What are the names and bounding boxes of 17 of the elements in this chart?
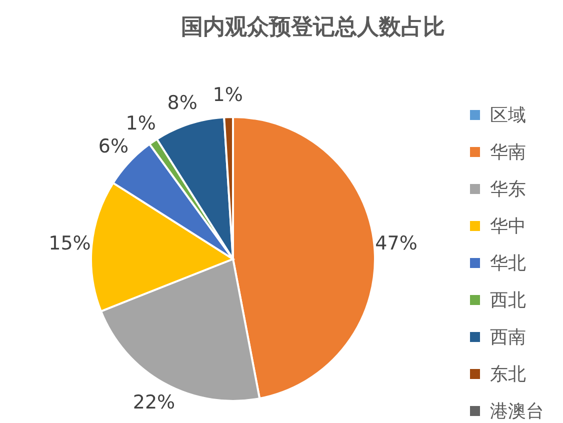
data-label: 1% bbox=[212, 84, 243, 106]
data-label: 22% bbox=[132, 392, 176, 414]
data-label: 6% bbox=[98, 136, 129, 158]
chart-title: 国内观众预登记总人数占比 bbox=[180, 14, 446, 42]
data-label: 47% bbox=[375, 232, 418, 255]
legend-label: 西南 bbox=[490, 326, 526, 348]
data-label: 8% bbox=[167, 92, 198, 114]
legend-label: 华北 bbox=[490, 252, 526, 274]
legend-label: 华中 bbox=[490, 214, 526, 238]
legend-label: 西北 bbox=[490, 288, 526, 312]
legend-label: 东北 bbox=[490, 362, 526, 386]
data-label: 15% bbox=[48, 232, 91, 255]
legend-label: 港澳台 bbox=[490, 400, 544, 422]
legend-label: 区域 bbox=[490, 104, 526, 126]
data-label: 1% bbox=[126, 112, 156, 134]
legend-label: 华南 bbox=[490, 140, 526, 164]
legend-label: 华东 bbox=[490, 178, 526, 200]
